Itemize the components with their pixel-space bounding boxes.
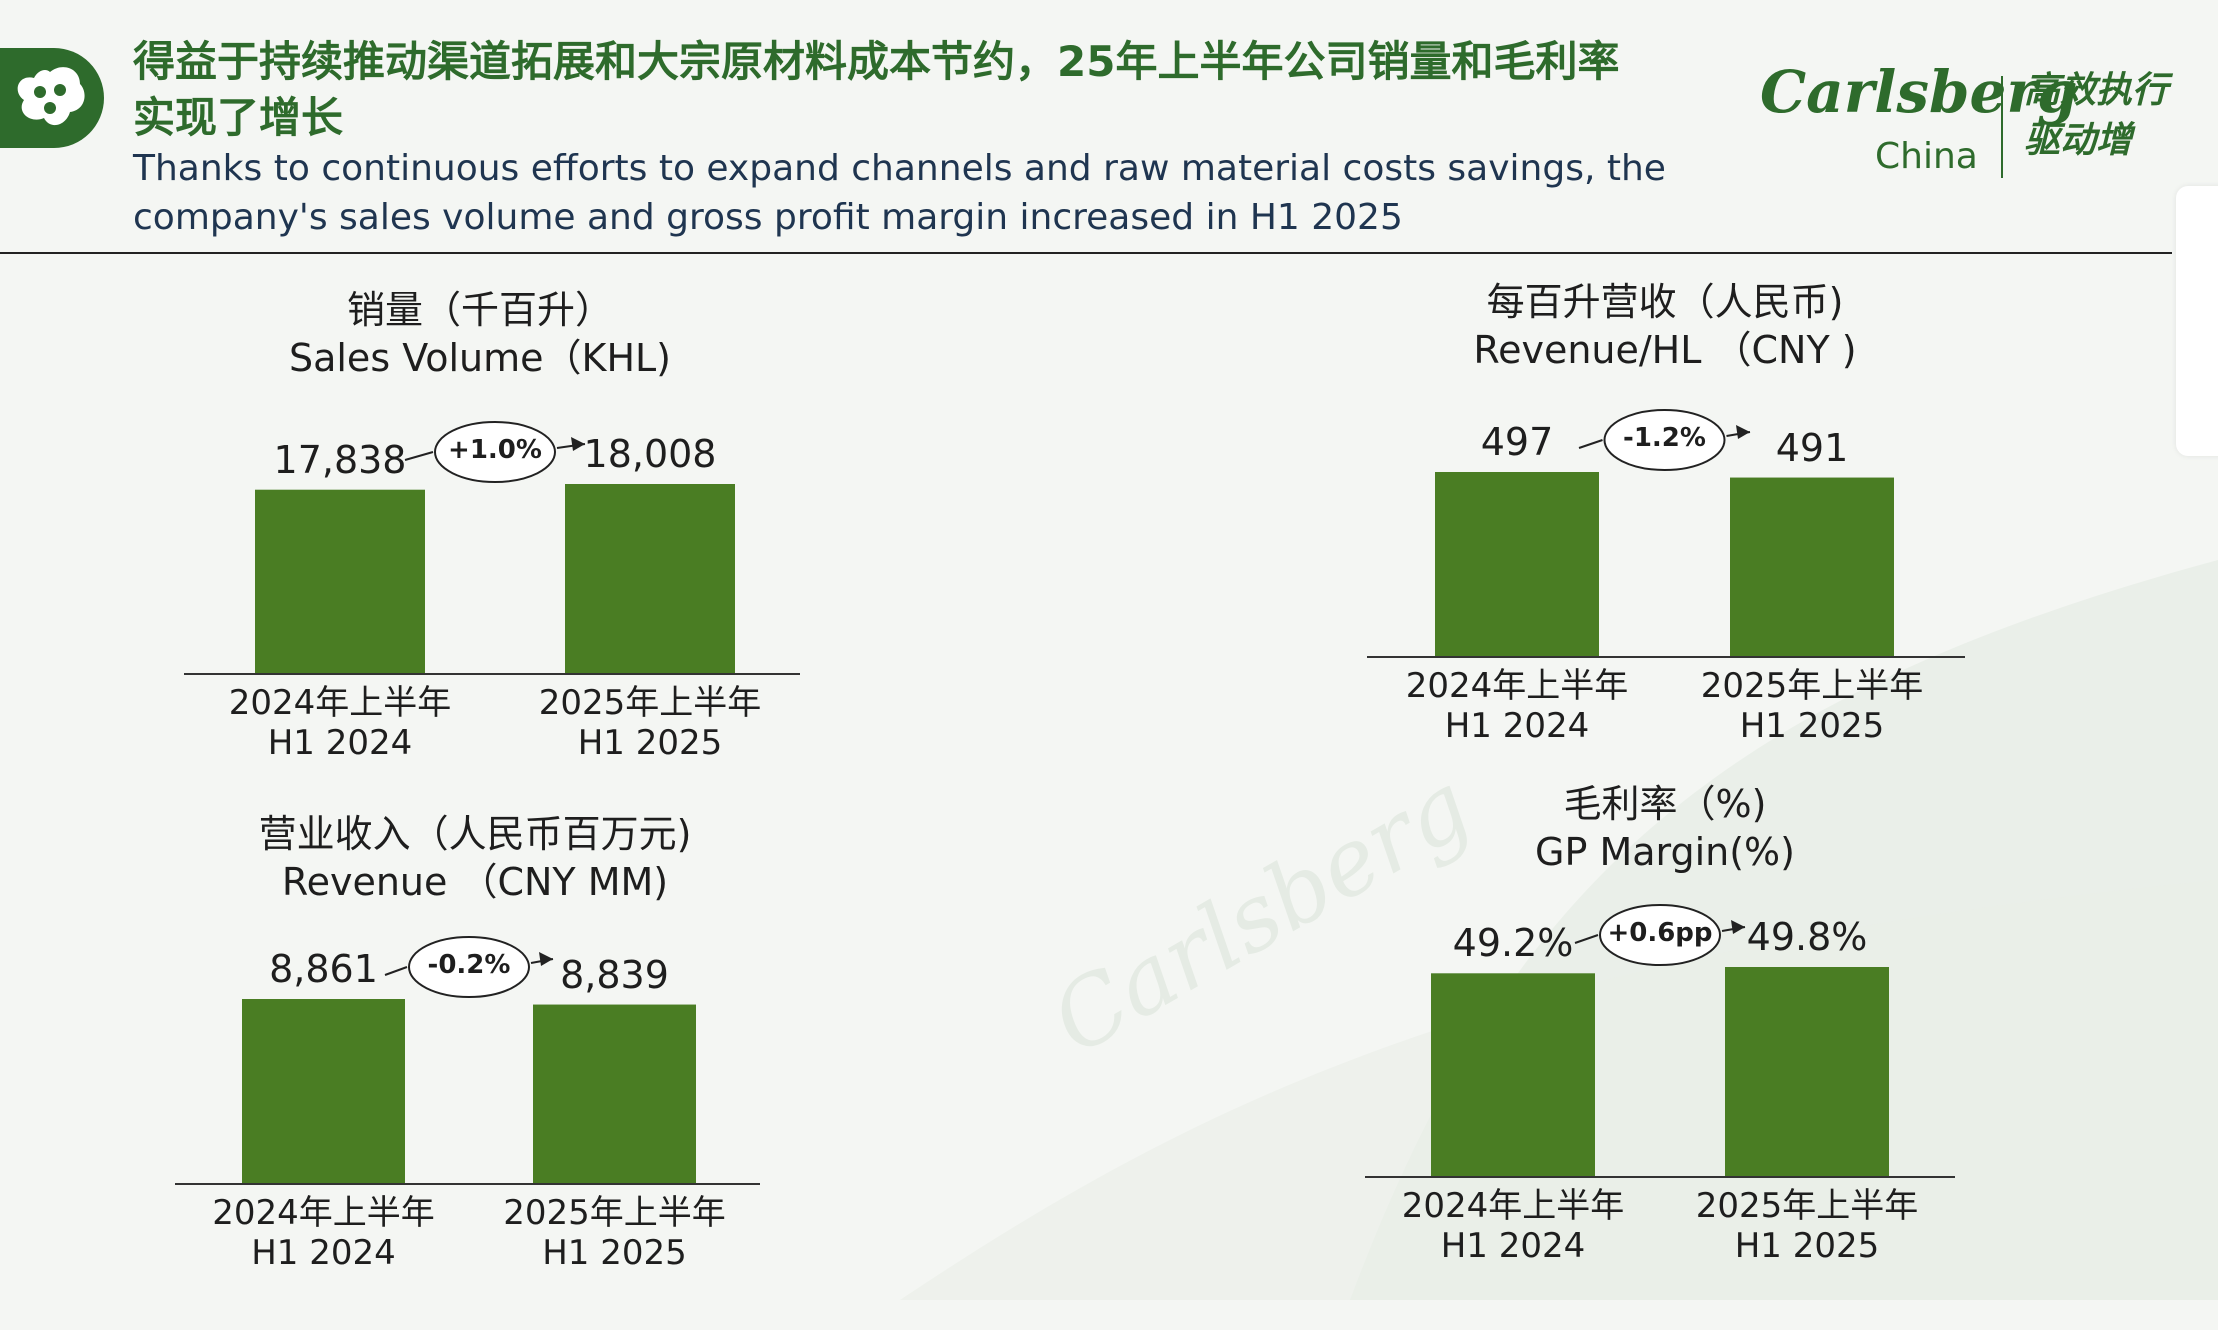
x-tick-label-en: H1 2024 (1440, 1226, 1586, 1266)
data-label: 49.8% (1746, 915, 1868, 959)
x-tick-label: 2024年上半年 (1401, 1186, 1625, 1226)
chart-revenue-per-hl: 每百升营收（人民币) Revenue/HL （CNY ) 497 2024年上半年 H1… (1365, 278, 2005, 778)
data-label: 17,838 (273, 437, 407, 482)
bar-h1-2025 (1730, 477, 1894, 657)
change-label: -0.2% (427, 950, 511, 980)
x-tick-label-en: H1 2025 (577, 723, 723, 763)
x-tick-label-en: H1 2024 (1444, 706, 1590, 746)
chart-plot (1365, 904, 1955, 1178)
brand-sub: China (1875, 136, 1978, 177)
data-label: 49.2% (1452, 921, 1574, 966)
brand-logo: Carlsberg China (1760, 58, 2078, 188)
x-tick-label: 2024年上半年 (212, 1193, 435, 1233)
x-tick-label-en: H1 2025 (1734, 1226, 1880, 1266)
chart-plot (175, 936, 760, 1185)
change-label: +0.6pp (1607, 918, 1713, 948)
chart-subtitle: Revenue （CNY MM) (281, 860, 669, 904)
chart-gp-margin: 毛利率（%) GP Margin(%) 49.2% 2024年上半年 H1 2024 49… (1365, 780, 2005, 1300)
page-title: 得益于持续推动渠道拓展和大宗原材料成本节约，25年上半年公司销量和毛利率实现了增… (133, 37, 1620, 142)
data-label: 8,839 (560, 952, 669, 997)
bar-h1-2024 (1431, 973, 1595, 1177)
x-tick-label-en: H1 2024 (267, 723, 413, 763)
change-label: -1.2% (1623, 423, 1706, 453)
x-tick-label: 2024年上半年 (1405, 666, 1629, 706)
header-divider (0, 252, 2172, 254)
chart-title: 毛利率（%) (1563, 782, 1767, 826)
x-tick-label: 2025年上半年 (538, 683, 762, 723)
chart-revenue: 营业收入（人民币百万元) Revenue （CNY MM) 8,861 2024年上半… (175, 810, 815, 1300)
change-bubble (434, 421, 556, 483)
bar-h1-2025 (1725, 967, 1889, 1177)
bar-h1-2025 (565, 484, 735, 674)
change-bubble (408, 936, 530, 998)
change-label: +1.0% (448, 435, 542, 465)
change-arrow-head (1736, 425, 1750, 439)
chart-title: 营业收入（人民币百万元) (258, 812, 692, 856)
x-tick-label: 2025年上半年 (1700, 666, 1924, 706)
bar-h1-2024 (255, 489, 425, 674)
change-arrow-head (571, 437, 585, 451)
bar-h1-2024 (1435, 472, 1599, 657)
brand-name: Carlsberg (1760, 58, 2078, 126)
change-bubble (1603, 409, 1726, 471)
brand-slogan: 高效执行 驱动增 (2024, 70, 2169, 161)
chart-subtitle: Revenue/HL （CNY ) (1473, 328, 1857, 372)
data-label: 497 (1480, 420, 1554, 464)
chart-plot (1367, 409, 1965, 658)
bar-h1-2024 (242, 999, 405, 1184)
hop-leaf-icon (17, 67, 85, 126)
chart-sales-volume: 销量（千百升） Sales Volume（KHL) 17,838 2024年上半年 H1… (180, 286, 820, 786)
logo-tab (0, 48, 104, 148)
x-tick-label-en: H1 2024 (251, 1233, 396, 1273)
change-bubble (1599, 904, 1721, 966)
x-tick-label-en: H1 2025 (542, 1233, 687, 1273)
page-subtitle: Thanks to continuous efforts to expand c… (133, 148, 1666, 238)
brand-divider (2001, 76, 2003, 178)
change-arrow-head (539, 952, 553, 966)
change-arrow-head (1731, 920, 1745, 934)
data-label: 491 (1775, 425, 1849, 470)
chart-subtitle: GP Margin(%) (1535, 830, 1795, 874)
chart-title: 每百升营收（人民币) (1486, 280, 1844, 324)
chart-subtitle: Sales Volume（KHL) (288, 336, 672, 380)
side-card (2176, 186, 2218, 456)
x-tick-label: 2025年上半年 (1695, 1186, 1919, 1226)
x-tick-label: 2025年上半年 (503, 1193, 726, 1233)
data-label: 18,008 (583, 432, 717, 476)
chart-title: 销量（千百升） (346, 288, 613, 332)
x-tick-label: 2024年上半年 (228, 683, 452, 723)
data-label: 8,861 (269, 947, 378, 991)
x-tick-label-en: H1 2025 (1739, 706, 1885, 746)
bar-h1-2025 (533, 1004, 696, 1184)
chart-plot (184, 421, 800, 675)
